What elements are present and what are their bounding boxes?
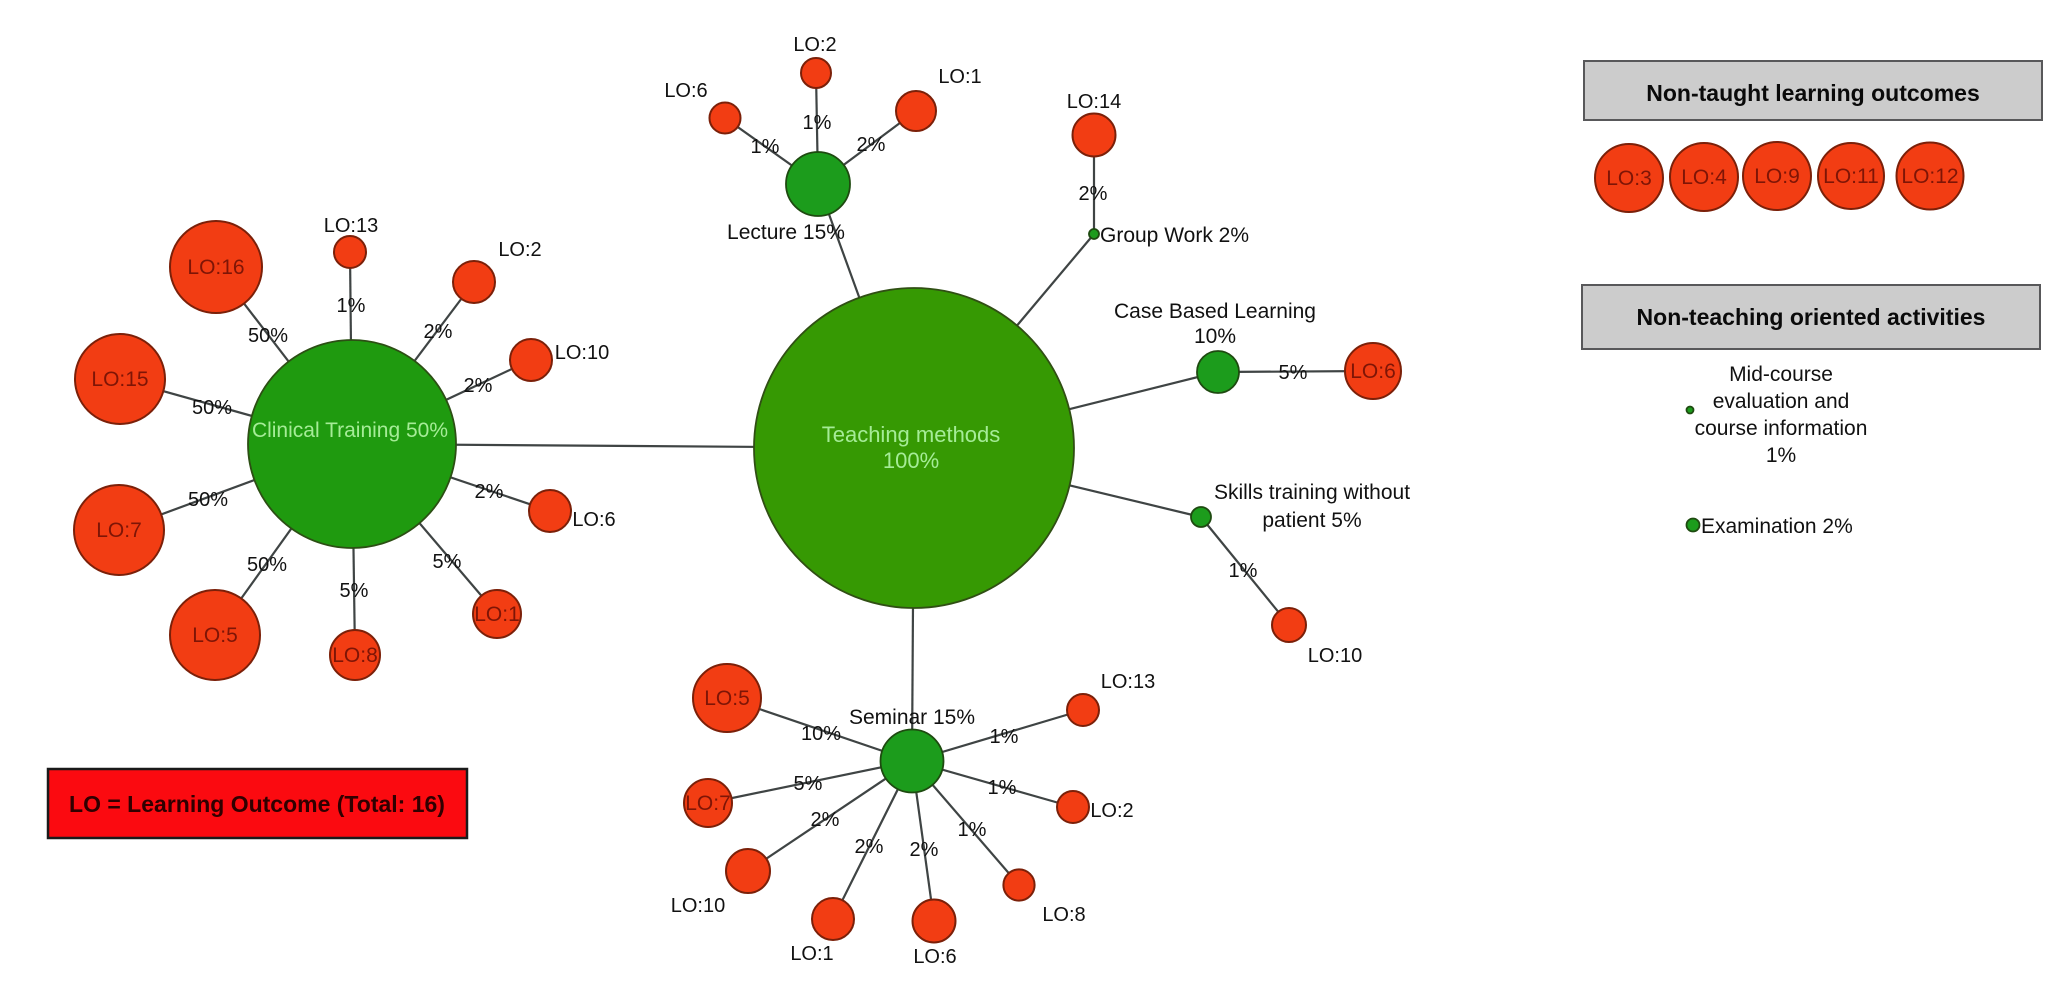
svg-text:2%: 2% [811,809,840,831]
svg-text:LO:3: LO:3 [1606,167,1652,190]
svg-text:LO:10: LO:10 [1308,645,1362,667]
svg-text:LO:7: LO:7 [685,792,731,815]
svg-text:LO:1: LO:1 [790,943,833,965]
svg-text:LO:14: LO:14 [1067,91,1121,113]
svg-text:LO:1: LO:1 [938,66,981,88]
svg-text:Lecture 15%: Lecture 15% [727,221,845,244]
svg-text:1%: 1% [751,136,780,158]
svg-text:1%: 1% [1229,560,1258,582]
svg-text:LO:10: LO:10 [671,895,725,917]
svg-text:5%: 5% [340,580,369,602]
svg-text:LO = Learning Outcome (Total:: LO = Learning Outcome (Total: 16) [69,791,445,817]
svg-text:LO:2: LO:2 [1090,800,1133,822]
svg-text:LO:6: LO:6 [1350,360,1396,383]
svg-text:patient 5%: patient 5% [1262,509,1361,532]
svg-text:LO:6: LO:6 [913,946,956,968]
svg-text:10%: 10% [801,723,841,745]
svg-text:2%: 2% [855,836,884,858]
svg-text:LO:8: LO:8 [332,644,378,667]
svg-text:LO:8: LO:8 [1042,904,1085,926]
svg-text:Seminar 15%: Seminar 15% [849,706,975,729]
svg-text:100%: 100% [883,448,939,473]
svg-text:LO:13: LO:13 [324,215,378,237]
svg-text:LO:7: LO:7 [96,519,142,542]
svg-text:LO:6: LO:6 [664,80,707,102]
svg-text:course information: course information [1695,417,1868,440]
svg-text:Non-teaching oriented activiti: Non-teaching oriented activities [1637,304,1986,330]
svg-text:LO:5: LO:5 [704,687,750,710]
svg-text:2%: 2% [910,839,939,861]
svg-text:5%: 5% [1279,362,1308,384]
svg-text:50%: 50% [192,397,232,419]
svg-text:evaluation and: evaluation and [1713,390,1850,413]
svg-text:LO:16: LO:16 [187,256,244,279]
svg-text:Clinical Training 50%: Clinical Training 50% [252,419,448,442]
svg-text:LO:2: LO:2 [793,34,836,56]
svg-text:1%: 1% [988,777,1017,799]
svg-text:5%: 5% [433,551,462,573]
svg-text:2%: 2% [475,481,504,503]
svg-text:LO:11: LO:11 [1823,165,1879,188]
svg-text:LO:6: LO:6 [572,509,615,531]
svg-text:Group Work 2%: Group Work 2% [1100,224,1249,247]
svg-text:10%: 10% [1194,325,1236,348]
svg-text:LO:9: LO:9 [1754,165,1800,188]
svg-text:1%: 1% [958,819,987,841]
svg-text:LO:13: LO:13 [1101,671,1155,693]
svg-text:1%: 1% [990,726,1019,748]
svg-text:Teaching methods: Teaching methods [822,422,1001,447]
svg-text:Examination 2%: Examination 2% [1701,515,1853,538]
svg-text:2%: 2% [424,321,453,343]
svg-text:LO:15: LO:15 [91,368,148,391]
svg-text:1%: 1% [337,295,366,317]
svg-text:50%: 50% [247,554,287,576]
svg-text:LO:5: LO:5 [192,624,238,647]
svg-text:Skills training without: Skills training without [1214,481,1410,504]
svg-text:Case Based Learning: Case Based Learning [1114,300,1316,323]
svg-text:5%: 5% [794,773,823,795]
svg-text:1%: 1% [1766,444,1796,467]
svg-text:50%: 50% [188,489,228,511]
svg-text:2%: 2% [1079,183,1108,205]
svg-text:Mid-course: Mid-course [1729,363,1833,386]
svg-text:LO:4: LO:4 [1681,166,1727,189]
svg-text:50%: 50% [248,325,288,347]
svg-text:Non-taught learning outcomes: Non-taught learning outcomes [1646,80,1980,106]
svg-text:1%: 1% [803,112,832,134]
svg-text:LO:10: LO:10 [555,342,609,364]
svg-text:2%: 2% [464,375,493,397]
svg-text:2%: 2% [857,134,886,156]
svg-text:LO:2: LO:2 [498,239,541,261]
svg-text:LO:1: LO:1 [474,603,520,626]
svg-text:LO:12: LO:12 [1901,165,1958,188]
